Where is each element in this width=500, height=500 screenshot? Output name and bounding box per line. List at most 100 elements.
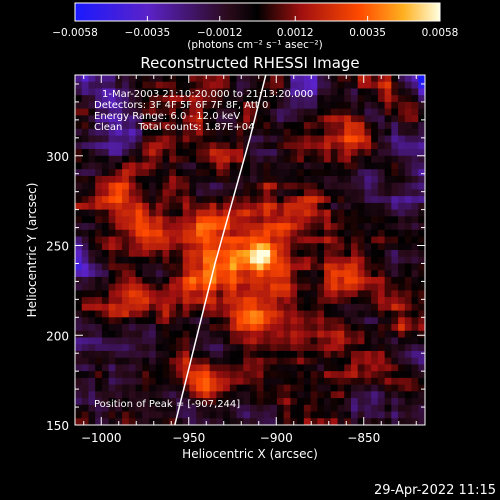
heatmap-cell (350, 337, 359, 345)
heatmap-cell (88, 398, 96, 406)
heatmap-cell (404, 209, 413, 217)
heatmap-cell (202, 223, 211, 231)
heatmap-cell (196, 256, 204, 265)
heatmap-cell (330, 357, 339, 366)
heatmap-cell (149, 303, 157, 312)
heatmap-cell (223, 324, 231, 332)
heatmap-cell (250, 357, 258, 366)
heatmap-cell (371, 122, 379, 130)
heatmap-cell (384, 223, 392, 231)
heatmap-cell (88, 202, 96, 211)
heatmap-cell (404, 236, 413, 244)
heatmap-cell (223, 297, 231, 305)
heatmap-cell (330, 243, 339, 251)
heatmap-cell (404, 95, 413, 103)
heatmap-cell (142, 135, 150, 143)
heatmap-cell (216, 81, 224, 90)
heatmap-cell (243, 81, 251, 90)
heatmap-cell (283, 357, 291, 366)
heatmap-cell (209, 310, 217, 318)
heatmap-cell (364, 149, 372, 157)
heatmap-cell (364, 357, 372, 366)
heatmap-cell (169, 330, 177, 339)
heatmap-cell (371, 384, 379, 392)
heatmap-cell (297, 229, 305, 238)
heatmap-cell (310, 175, 318, 184)
heatmap-cell (317, 182, 325, 191)
heatmap-cell (290, 350, 298, 359)
heatmap-cell (115, 263, 123, 271)
heatmap-cell (149, 236, 157, 244)
heatmap-cell (88, 290, 96, 298)
heatmap-cell (404, 216, 413, 224)
heatmap-cell (357, 95, 366, 103)
heatmap-cell (297, 371, 305, 379)
heatmap-cell (81, 344, 90, 352)
heatmap-cell (324, 189, 332, 197)
heatmap-cell (142, 377, 150, 386)
heatmap-cell (303, 189, 312, 197)
heatmap-cell (81, 122, 90, 130)
heatmap-cell (310, 263, 318, 271)
heatmap-cell (236, 324, 244, 332)
heatmap-cell (88, 162, 96, 170)
heatmap-cell (324, 155, 332, 164)
heatmap-cell (169, 364, 177, 372)
heatmap-cell (276, 371, 285, 379)
heatmap-cell (317, 297, 325, 305)
heatmap-cell (310, 135, 318, 143)
heatmap-cell (209, 81, 217, 90)
heatmap-cell (108, 216, 116, 224)
heatmap-cell (324, 317, 332, 325)
heatmap-cell (371, 357, 379, 366)
heatmap-cell (256, 310, 265, 318)
heatmap-cell (283, 398, 291, 406)
heatmap-cell (263, 115, 271, 123)
heatmap-cell (189, 149, 197, 157)
heatmap-cell (236, 391, 244, 399)
heatmap-cell (330, 149, 339, 157)
heatmap-cell (357, 350, 366, 359)
heatmap-cell (175, 169, 184, 177)
heatmap-cell (344, 404, 352, 413)
heatmap-cell (175, 108, 184, 116)
heatmap-cell (290, 202, 298, 211)
heatmap-cell (169, 229, 177, 238)
heatmap-cell (95, 276, 103, 285)
colorbar-tick-label: 0.0012 (277, 27, 314, 39)
heatmap-cell (418, 371, 425, 379)
heatmap-cell (189, 196, 197, 204)
heatmap-cell (182, 101, 191, 110)
heatmap-cell (202, 270, 211, 278)
heatmap-cell (317, 155, 325, 164)
heatmap-cell (263, 391, 271, 399)
heatmap-cell (142, 418, 150, 425)
heatmap-cell (324, 250, 332, 258)
heatmap-cell (324, 149, 332, 157)
heatmap-cell (149, 101, 157, 110)
heatmap-cell (364, 290, 372, 298)
heatmap-cell (115, 371, 123, 379)
heatmap-cell (115, 128, 123, 137)
heatmap-cell (95, 202, 103, 211)
heatmap-cell (398, 357, 406, 366)
heatmap-cell (324, 263, 332, 271)
heatmap-cell (377, 202, 386, 211)
heatmap-cell (297, 250, 305, 258)
heatmap-cell (236, 115, 244, 123)
heatmap-cell (142, 229, 150, 238)
heatmap-cell (189, 189, 197, 197)
heatmap-cell (344, 223, 352, 231)
heatmap-cell (169, 290, 177, 298)
heatmap-cell (115, 324, 123, 332)
heatmap-cell (229, 108, 238, 116)
heatmap-cell (189, 270, 197, 278)
heatmap-cell (256, 81, 265, 90)
heatmap-cell (270, 310, 278, 318)
heatmap-cell (330, 75, 339, 83)
heatmap-cell (149, 135, 157, 143)
heatmap-cell (310, 344, 318, 352)
heatmap-cell (95, 324, 103, 332)
heatmap-cell (418, 377, 425, 386)
heatmap-cell (398, 344, 406, 352)
